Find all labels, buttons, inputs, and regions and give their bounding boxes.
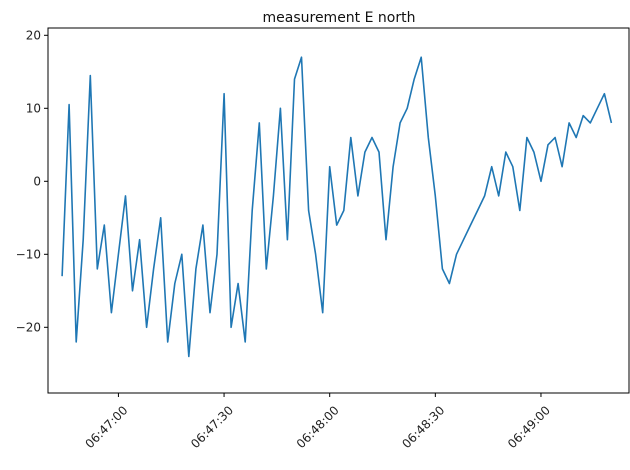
series-line [61,56,613,358]
x-tick-label: 06:49:00 [505,403,553,451]
plot-area [61,56,613,358]
y-tick-label: 10 [26,101,41,115]
y-axis: 20 10 0 −10 −20 [16,28,48,334]
axes-frame [47,27,630,394]
x-tick-label: 06:48:00 [294,403,342,451]
x-axis: 06:47:00 06:47:30 06:48:00 06:48:30 06:49:00 [82,393,553,451]
y-tick-label: 20 [26,28,41,42]
y-tick-label: −10 [16,247,41,261]
x-tick-label: 06:47:00 [82,403,130,451]
chart-title: measurement E north [263,10,416,26]
x-tick-label: 06:48:30 [399,403,447,451]
y-tick-label: 0 [33,174,41,188]
x-tick-label: 06:47:30 [188,403,236,451]
y-tick-label: −20 [16,320,41,334]
